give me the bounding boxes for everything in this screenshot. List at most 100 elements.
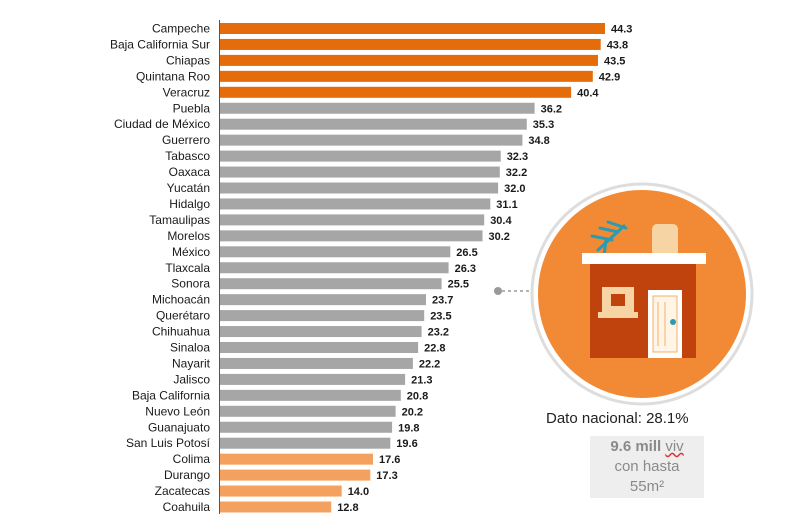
bar-26 bbox=[220, 437, 391, 449]
category-label: Yucatán bbox=[167, 181, 210, 195]
value-label: 34.8 bbox=[528, 135, 549, 147]
bar-7 bbox=[220, 134, 523, 146]
value-label: 23.7 bbox=[432, 295, 453, 307]
category-label: Tabasco bbox=[165, 149, 210, 163]
value-label: 42.9 bbox=[599, 71, 620, 83]
bar-3 bbox=[220, 70, 593, 82]
water-tank-icon bbox=[652, 224, 678, 256]
value-label: 32.0 bbox=[504, 183, 525, 195]
bar-12 bbox=[220, 214, 485, 226]
stat-line-2: con hasta bbox=[614, 458, 680, 475]
value-label: 23.2 bbox=[428, 327, 449, 339]
stat-line-3: 55m² bbox=[629, 478, 665, 495]
value-label: 36.2 bbox=[541, 103, 562, 115]
category-label: Zacatecas bbox=[155, 484, 210, 498]
bar-20 bbox=[220, 342, 419, 353]
value-label: 19.6 bbox=[396, 438, 417, 450]
bar-0 bbox=[220, 23, 605, 34]
bar-2 bbox=[220, 54, 598, 66]
bar-30 bbox=[220, 501, 332, 513]
bar-8 bbox=[220, 150, 501, 162]
value-label: 23.5 bbox=[430, 311, 451, 323]
category-label: Michoacán bbox=[152, 293, 210, 307]
bar-28 bbox=[220, 469, 371, 481]
bar-16 bbox=[220, 278, 442, 290]
category-label: Hidalgo bbox=[169, 197, 210, 211]
value-label: 26.5 bbox=[456, 247, 477, 259]
national-figure: Dato nacional: 28.1% bbox=[546, 410, 689, 427]
category-label: Chiapas bbox=[166, 53, 210, 67]
value-label: 22.8 bbox=[424, 343, 445, 355]
stat-unit: viv bbox=[665, 438, 684, 455]
category-label: Colima bbox=[173, 452, 211, 466]
value-label: 14.0 bbox=[348, 486, 369, 498]
value-label: 17.6 bbox=[379, 454, 400, 466]
bar-25 bbox=[220, 421, 393, 433]
category-label: Jalisco bbox=[173, 372, 210, 386]
category-label: Sinaloa bbox=[170, 341, 210, 355]
bar-29 bbox=[220, 485, 342, 497]
bar-14 bbox=[220, 246, 451, 258]
value-label: 21.3 bbox=[411, 374, 432, 386]
bar-13 bbox=[220, 230, 483, 242]
category-label: Querétaro bbox=[156, 309, 210, 323]
bar-5 bbox=[220, 102, 535, 114]
bar-10 bbox=[220, 182, 499, 194]
stat-line-1: 9.6 mill viv bbox=[590, 438, 704, 455]
category-label: Veracruz bbox=[163, 85, 210, 99]
category-label: Campeche bbox=[152, 22, 210, 36]
category-label: Tamaulipas bbox=[149, 213, 210, 227]
value-label: 43.5 bbox=[604, 55, 625, 67]
value-label: 31.1 bbox=[496, 199, 517, 211]
value-label: 22.2 bbox=[419, 358, 440, 370]
stat-bold: 9.6 mill bbox=[610, 438, 662, 455]
category-label: San Luis Potosí bbox=[126, 436, 211, 450]
value-label: 19.8 bbox=[398, 422, 419, 434]
category-label: Nayarit bbox=[172, 356, 211, 370]
value-label: 12.8 bbox=[337, 502, 358, 514]
bar-18 bbox=[220, 310, 425, 322]
category-label: Sonora bbox=[171, 277, 210, 291]
category-label: Baja California Sur bbox=[110, 37, 210, 51]
category-label: Nuevo León bbox=[145, 404, 210, 418]
category-label: Guanajuato bbox=[148, 420, 210, 434]
value-label: 43.8 bbox=[607, 39, 628, 51]
value-label: 44.3 bbox=[611, 24, 632, 36]
bar-27 bbox=[220, 453, 373, 465]
bar-19 bbox=[220, 326, 422, 338]
bars-group: Campeche 44.3 Baja California Sur 43.8 Chiap… bbox=[110, 22, 632, 515]
value-label: 17.3 bbox=[376, 470, 397, 482]
value-label: 32.3 bbox=[507, 151, 528, 163]
value-label: 20.2 bbox=[402, 406, 423, 418]
stat-box bbox=[590, 436, 704, 498]
category-label: Chihuahua bbox=[152, 325, 210, 339]
value-label: 25.5 bbox=[448, 279, 469, 291]
value-label: 30.2 bbox=[489, 231, 510, 243]
bar-6 bbox=[220, 118, 527, 130]
connector-line bbox=[494, 287, 532, 295]
door-icon bbox=[648, 290, 682, 358]
bar-22 bbox=[220, 373, 406, 385]
bar-21 bbox=[220, 357, 413, 369]
category-label: Oaxaca bbox=[169, 165, 211, 179]
category-label: Ciudad de México bbox=[114, 117, 210, 131]
bar-24 bbox=[220, 405, 396, 417]
category-label: Baja California bbox=[132, 388, 210, 402]
bar-17 bbox=[220, 294, 426, 306]
bar-9 bbox=[220, 166, 500, 178]
category-label: Guerrero bbox=[162, 133, 210, 147]
category-label: Coahuila bbox=[163, 500, 211, 514]
category-label: Morelos bbox=[167, 229, 210, 243]
value-label: 32.2 bbox=[506, 167, 527, 179]
value-label: 35.3 bbox=[533, 119, 554, 131]
bar-4 bbox=[220, 86, 572, 98]
bar-1 bbox=[220, 38, 601, 50]
category-label: Durango bbox=[164, 468, 210, 482]
bar-15 bbox=[220, 262, 449, 274]
category-label: México bbox=[172, 245, 210, 259]
window-icon bbox=[598, 287, 638, 318]
category-label: Tlaxcala bbox=[165, 261, 210, 275]
bar-11 bbox=[220, 198, 491, 210]
